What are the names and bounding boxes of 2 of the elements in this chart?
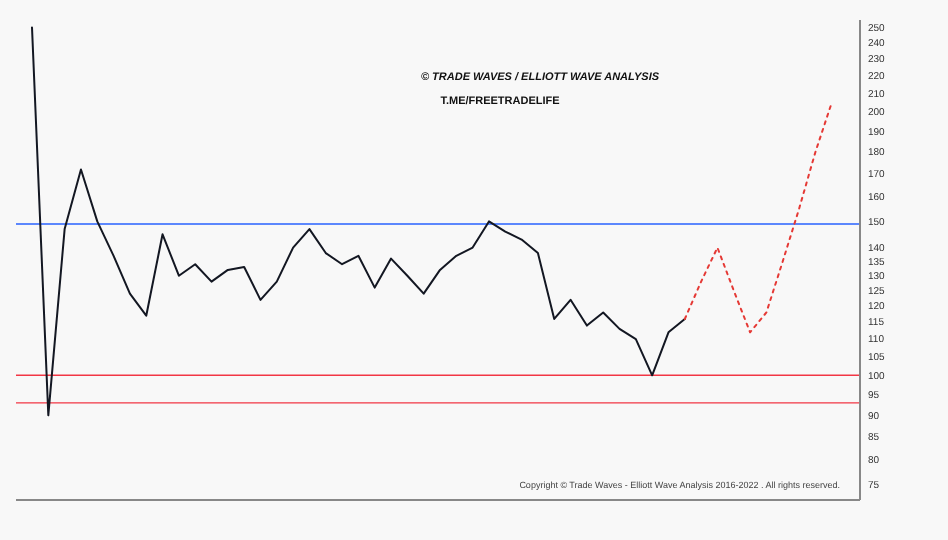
line-series [31,26,686,417]
line-series [683,101,833,334]
